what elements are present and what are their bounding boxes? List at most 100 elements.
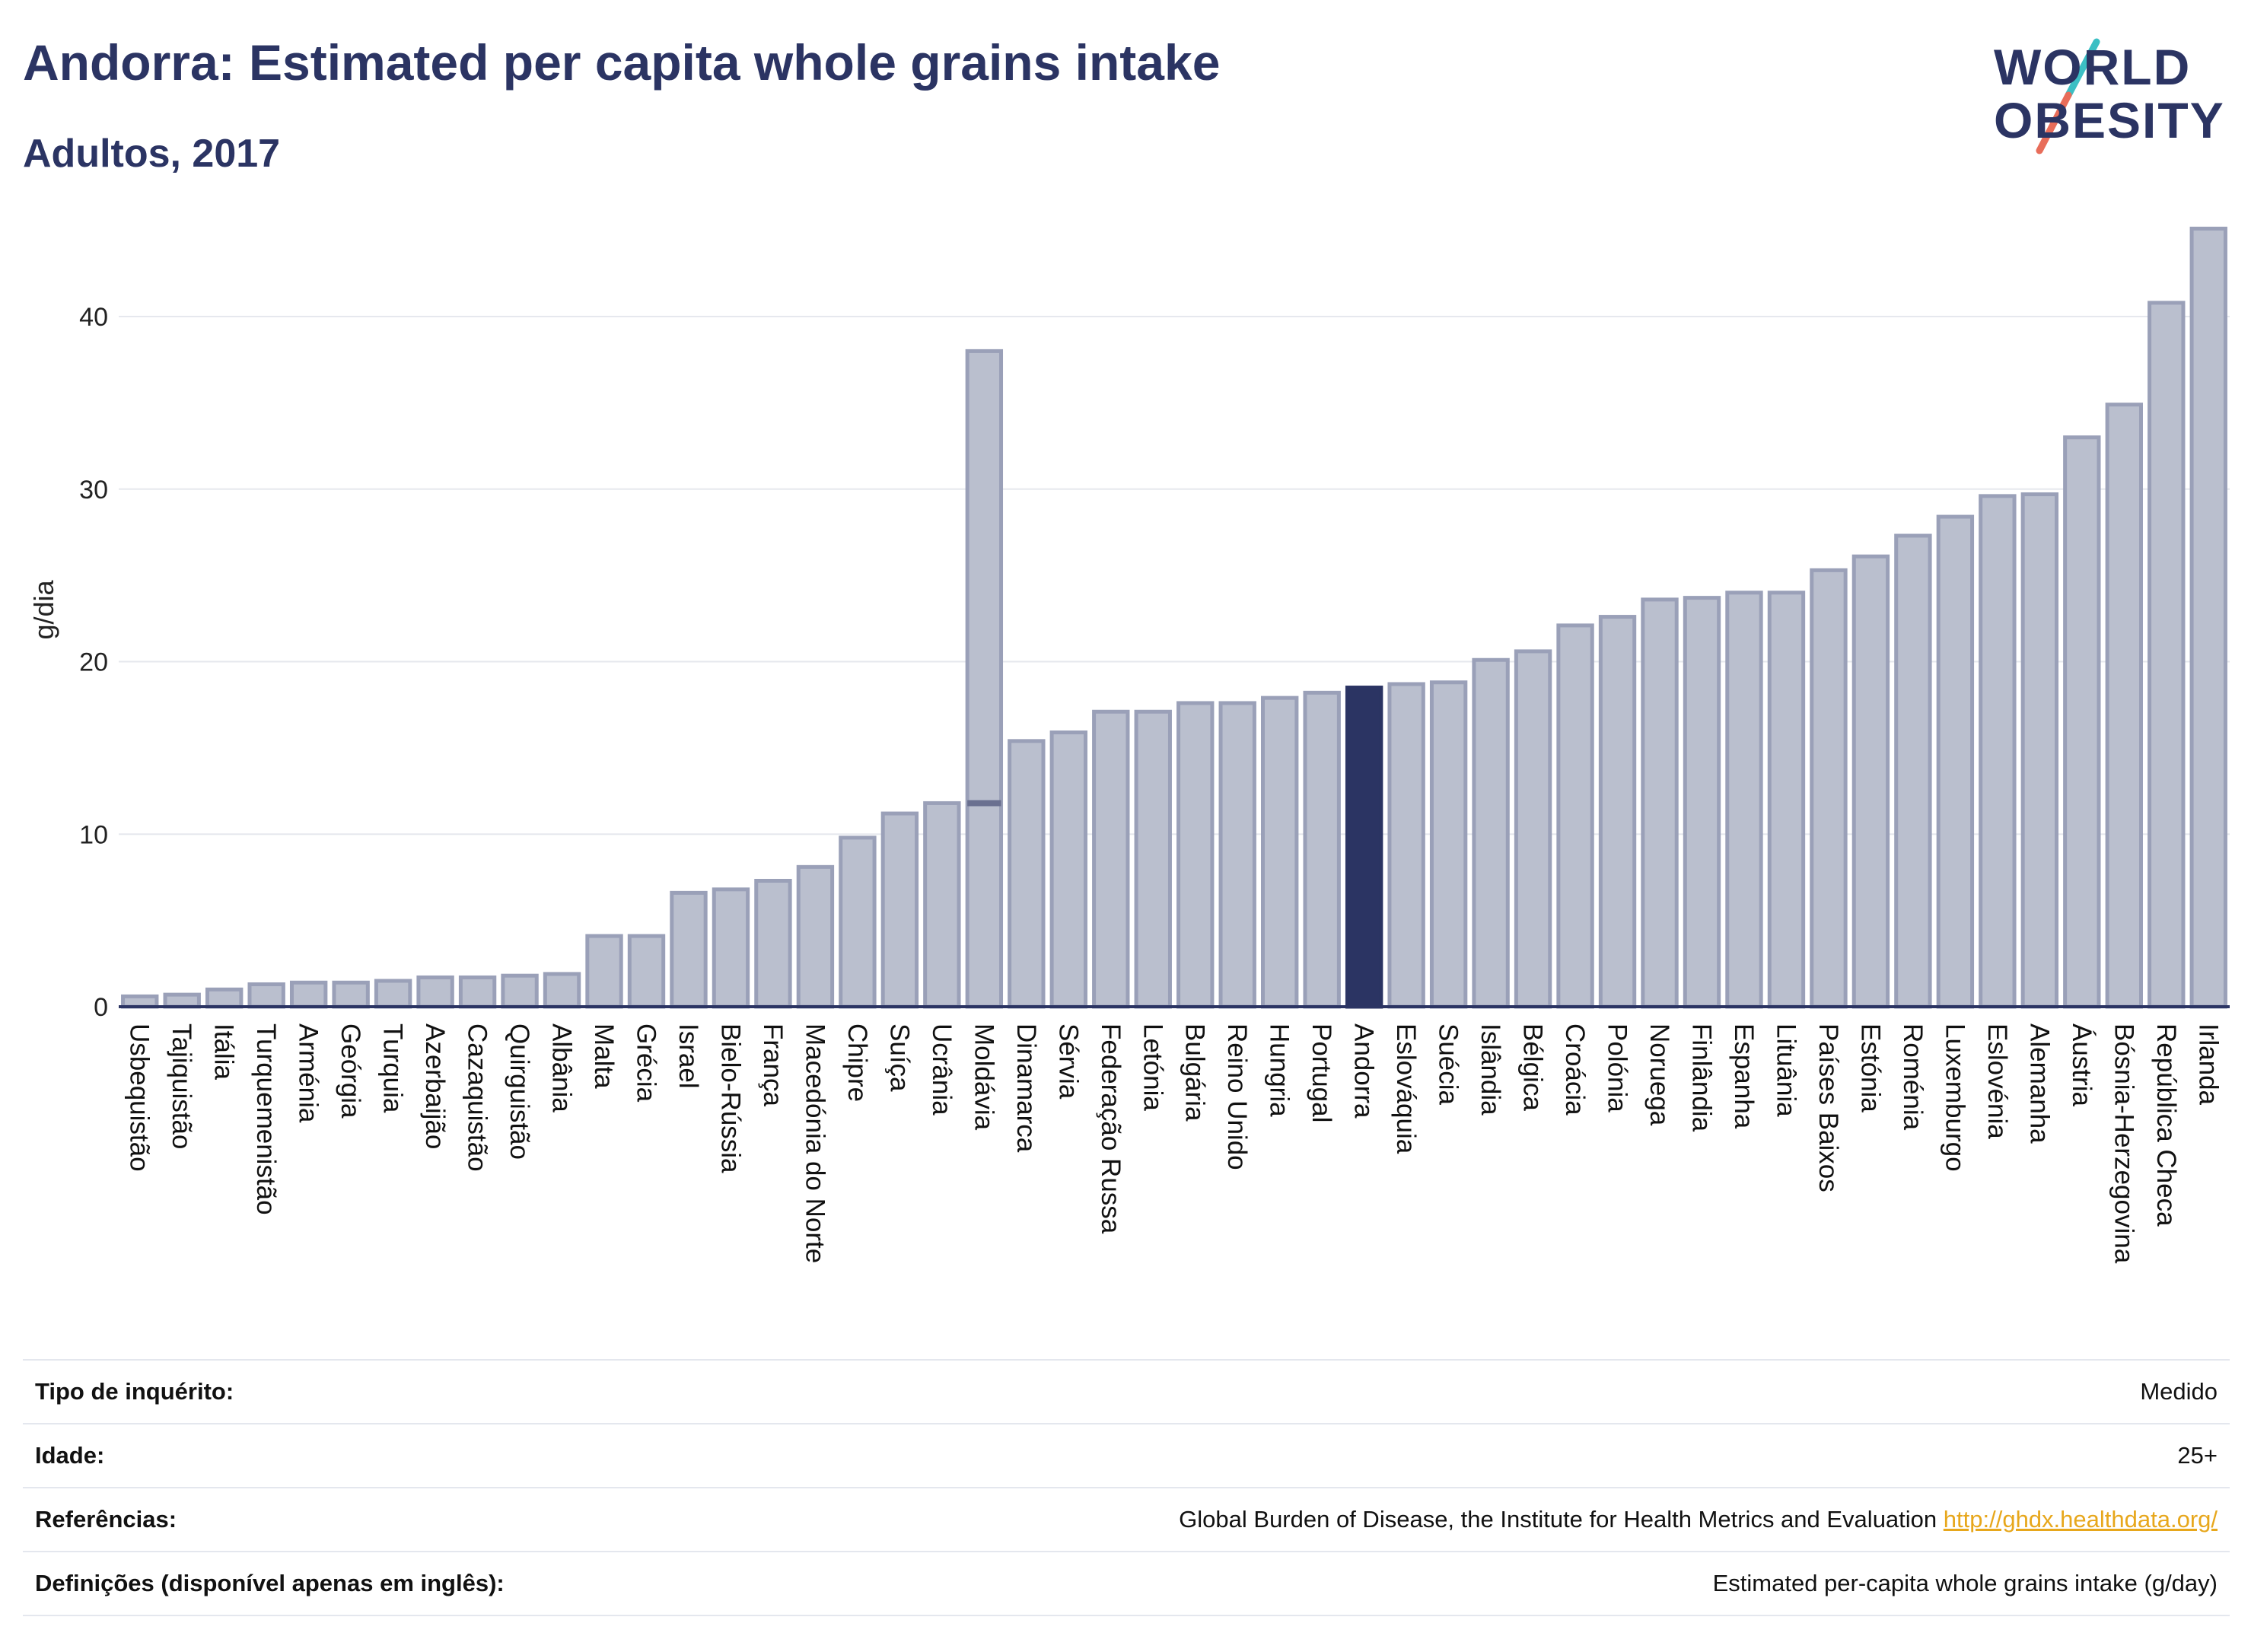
x-tick-label: Albânia bbox=[547, 1023, 577, 1112]
x-tick-label: Polónia bbox=[1603, 1023, 1632, 1112]
x-tick-label: Turquemenistão bbox=[251, 1023, 281, 1215]
y-tick-label: 20 bbox=[79, 648, 108, 677]
bar bbox=[712, 887, 750, 1009]
bar bbox=[1092, 709, 1130, 1009]
bar bbox=[923, 801, 961, 1009]
reference-link[interactable]: http://ghdx.healthdata.org/ bbox=[1943, 1506, 2218, 1533]
bar bbox=[332, 980, 370, 1009]
x-tick-label: Islândia bbox=[1476, 1023, 1505, 1116]
x-tick-label: Estónia bbox=[1855, 1023, 1885, 1112]
logo-word-world: WORLD bbox=[1994, 39, 2192, 95]
bar bbox=[458, 975, 497, 1009]
bar bbox=[374, 979, 412, 1009]
bar bbox=[1429, 680, 1468, 1009]
x-tick-label: Moldávia bbox=[969, 1023, 998, 1131]
bar bbox=[1683, 596, 1721, 1009]
x-tick-label: Quirguistão bbox=[505, 1023, 534, 1160]
bar bbox=[1979, 494, 2017, 1009]
x-tick-label: Bélgica bbox=[1518, 1023, 1548, 1111]
bar bbox=[1894, 533, 1932, 1009]
bar bbox=[501, 973, 539, 1009]
y-tick-label: 40 bbox=[79, 303, 108, 332]
bar bbox=[839, 836, 877, 1009]
bar bbox=[965, 349, 1004, 1009]
x-tick-label: Arménia bbox=[294, 1023, 323, 1123]
x-tick-label: Dinamarca bbox=[1011, 1023, 1041, 1153]
bar bbox=[416, 975, 454, 1009]
meta-row-age: Idade: 25+ bbox=[23, 1423, 2230, 1487]
meta-label: Tipo de inquérito: bbox=[35, 1378, 234, 1405]
x-tick-label: Chipre bbox=[842, 1023, 872, 1102]
x-tick-label: Itália bbox=[209, 1023, 239, 1080]
x-tick-label: Irlanda bbox=[2193, 1023, 2223, 1106]
bar bbox=[2063, 435, 2101, 1009]
bar bbox=[796, 864, 835, 1009]
bar bbox=[2189, 226, 2227, 1009]
bar bbox=[1851, 554, 1890, 1009]
bar bbox=[205, 987, 244, 1009]
y-axis-label: g/dia bbox=[28, 579, 59, 639]
y-tick-label: 0 bbox=[94, 993, 108, 1022]
x-tick-label: Portugal bbox=[1307, 1023, 1336, 1122]
bar bbox=[1218, 701, 1256, 1009]
chart-title: Andorra: Estimated per capita whole grai… bbox=[23, 34, 1221, 91]
bar bbox=[1303, 690, 1341, 1009]
x-tick-label: Bulgária bbox=[1180, 1023, 1210, 1122]
x-tick-label: Grécia bbox=[632, 1023, 661, 1103]
meta-label: Definições (disponível apenas em inglês)… bbox=[35, 1570, 505, 1596]
x-tick-label: Suíça bbox=[884, 1023, 914, 1092]
x-tick-label: Finlândia bbox=[1687, 1023, 1717, 1132]
x-tick-label: Eslováquia bbox=[1391, 1023, 1421, 1154]
x-tick-label: Macedónia do Norte bbox=[800, 1023, 829, 1263]
reference-text: Global Burden of Disease, the Institute … bbox=[1179, 1506, 1937, 1533]
x-tick-label: Letónia bbox=[1138, 1023, 1167, 1111]
bar bbox=[2105, 403, 2143, 1009]
x-tick-label: Geórgia bbox=[336, 1023, 365, 1119]
meta-value: Global Burden of Disease, the Institute … bbox=[1179, 1506, 2230, 1533]
bar bbox=[1176, 701, 1215, 1009]
bar bbox=[1514, 649, 1552, 1009]
metadata-table: Tipo de inquérito: Medido Idade: 25+ Ref… bbox=[23, 1359, 2230, 1616]
x-tick-label: Turquia bbox=[378, 1023, 408, 1113]
x-tick-label: Andorra bbox=[1349, 1023, 1379, 1119]
bar bbox=[1598, 615, 1637, 1009]
x-tick-label: Usbequistão bbox=[125, 1023, 154, 1172]
bar bbox=[754, 878, 792, 1009]
meta-value: Medido bbox=[2140, 1378, 2218, 1405]
bar bbox=[289, 980, 328, 1009]
x-tick-label: Azerbaijão bbox=[420, 1023, 450, 1149]
x-tick-label: Federação Russa bbox=[1096, 1023, 1126, 1234]
world-obesity-logo[interactable]: WORLD OBESITY bbox=[1986, 30, 2237, 160]
bar bbox=[2020, 492, 2059, 1009]
bar bbox=[2148, 301, 2186, 1009]
bar bbox=[247, 982, 285, 1009]
bar bbox=[1472, 657, 1510, 1009]
meta-row-references: Referências: Global Burden of Disease, t… bbox=[23, 1487, 2230, 1551]
x-tick-label: Países Baixos bbox=[1813, 1023, 1843, 1192]
bar bbox=[1641, 597, 1679, 1009]
x-tick-label: Malta bbox=[589, 1023, 619, 1089]
meta-row-survey-type: Tipo de inquérito: Medido bbox=[23, 1359, 2230, 1423]
bar bbox=[1810, 568, 1848, 1009]
x-tick-label: Israel bbox=[673, 1023, 703, 1089]
bar-chart: 0 10 20 30 40 g/dia Usbequistão Tajiquistão Itál… bbox=[28, 226, 2230, 1264]
meta-value: Estimated per-capita whole grains intake… bbox=[1712, 1570, 2218, 1596]
x-tick-label: Noruega bbox=[1644, 1023, 1674, 1126]
bar bbox=[1261, 695, 1299, 1009]
x-tick-label: Alemanha bbox=[2024, 1023, 2054, 1144]
bar bbox=[1049, 730, 1087, 1009]
x-tick-label: França bbox=[758, 1023, 788, 1106]
x-tick-label: Tajiquistão bbox=[167, 1023, 196, 1149]
bar bbox=[1767, 590, 1806, 1009]
x-tick-label: Roménia bbox=[1898, 1023, 1928, 1131]
bar bbox=[163, 992, 201, 1009]
x-tick-label: Espanha bbox=[1729, 1023, 1759, 1129]
x-tick-label: Luxemburgo bbox=[1940, 1023, 1969, 1172]
x-tick-label: Lituânia bbox=[1771, 1023, 1800, 1117]
bar bbox=[121, 994, 159, 1009]
bar bbox=[670, 890, 708, 1009]
x-tick-label: Cazaquistão bbox=[463, 1023, 492, 1172]
bar bbox=[1936, 514, 1975, 1009]
meta-value: 25+ bbox=[2177, 1442, 2218, 1469]
chart-subtitle: Adultos, 2017 bbox=[23, 132, 281, 176]
